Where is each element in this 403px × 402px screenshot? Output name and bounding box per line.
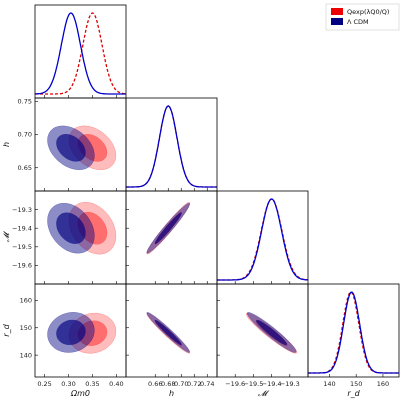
legend-label-qexp: Qexp(λQ0/Q) — [347, 8, 389, 16]
contour-lcdm-68 — [56, 319, 86, 346]
x-tick-label-M: −19.3 — [280, 380, 300, 388]
marginal-qexp-M — [217, 198, 308, 281]
x-tick-label-r_d: 150 — [350, 380, 362, 388]
marginal-lcdm-h — [126, 105, 217, 188]
marginal-qexp-r_d — [308, 291, 399, 374]
legend: Qexp(λQ0/Q) Λ CDM — [325, 3, 400, 31]
panels-layer: 0.25 0.30 0.35 0.40Ωm00.660.680.700.720.74h… — [2, 4, 400, 398]
x-tick-label-omega_m0: 0.35 — [85, 380, 99, 388]
contour-lcdm-68 — [256, 319, 288, 346]
y-tick-label-h: 0.65 — [18, 164, 32, 172]
y-axis-label-h: h — [2, 142, 11, 147]
legend-swatch-qexp — [331, 8, 343, 15]
x-tick-label-r_d: 140 — [323, 380, 335, 388]
y-tick-label-r_d: 140 — [20, 351, 32, 359]
panel-r_d-vs-omega_m0 — [47, 312, 117, 354]
legend-label-lcdm: Λ CDM — [347, 18, 369, 26]
y-tick-label-r_d: 160 — [20, 297, 32, 305]
y-tick-label-M: −19.4 — [12, 224, 32, 232]
x-tick-label-M: −19.5 — [243, 380, 263, 388]
y-tick-label-h: 0.70 — [18, 131, 32, 139]
panel-h-vs-omega_m0 — [47, 125, 117, 171]
x-tick-label-h: 0.66 — [148, 380, 162, 388]
contour-lcdm-68 — [154, 319, 182, 346]
marginal-qexp-omega_m0 — [35, 12, 126, 95]
panel-frame — [216, 190, 309, 285]
marginal-lcdm-omega_m0 — [35, 12, 126, 95]
panel-r_d-vs-h — [146, 312, 190, 354]
y-tick-label-M: −19.3 — [12, 206, 32, 214]
panel-frame — [125, 190, 218, 285]
x-tick-label-h: 0.74 — [200, 380, 214, 388]
y-axis-label-r_d: r_d — [2, 323, 11, 336]
x-tick-label-M: −19.6 — [225, 380, 245, 388]
y-tick-label-M: −19.5 — [12, 243, 32, 251]
x-tick-label-h: 0.68 — [161, 380, 175, 388]
y-axis-label-M: 𝓜 — [2, 230, 11, 242]
x-tick-label-omega_m0: 0.30 — [61, 380, 75, 388]
x-tick-label-omega_m0: 0.25 — [37, 380, 51, 388]
y-tick-label-M: −19.6 — [12, 262, 32, 270]
panel-M-vs-h — [146, 202, 190, 255]
x-tick-label-h: 0.72 — [187, 380, 201, 388]
legend-swatch-lcdm — [331, 18, 343, 25]
x-tick-label-h: 0.70 — [174, 380, 188, 388]
x-tick-label-r_d: 160 — [377, 380, 389, 388]
panel-M-vs-omega_m0 — [47, 201, 117, 255]
panel-r_d-vs-M — [245, 312, 298, 354]
x-axis-label-omega_m0: Ωm0 — [70, 389, 90, 398]
x-axis-label-M: 𝓜 — [258, 389, 270, 398]
y-tick-label-h: 0.75 — [18, 98, 32, 106]
x-tick-label-M: −19.4 — [262, 380, 282, 388]
marginal-lcdm-r_d — [308, 291, 399, 374]
contour-lcdm-68 — [56, 133, 86, 162]
x-tick-label-omega_m0: 0.40 — [109, 380, 123, 388]
contour-lcdm-68 — [154, 212, 182, 244]
marginal-lcdm-M — [217, 198, 308, 281]
panel-frame — [307, 283, 400, 378]
marginal-qexp-h — [126, 105, 217, 188]
x-axis-label-r_d: r_d — [347, 389, 360, 398]
contour-lcdm-68 — [56, 212, 86, 244]
y-tick-label-r_d: 150 — [20, 324, 32, 332]
x-axis-label-h: h — [169, 389, 174, 398]
